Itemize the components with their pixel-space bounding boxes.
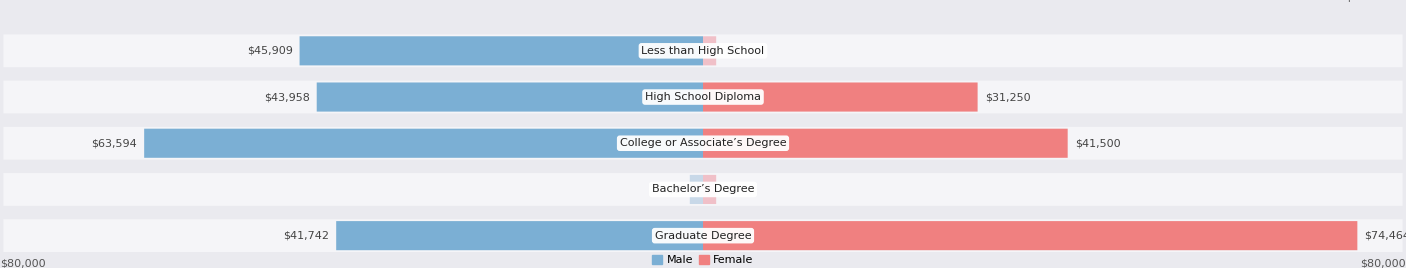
FancyBboxPatch shape xyxy=(316,83,703,111)
Text: $41,500: $41,500 xyxy=(1074,138,1121,148)
Text: $80,000: $80,000 xyxy=(1361,258,1406,268)
FancyBboxPatch shape xyxy=(703,83,977,111)
FancyBboxPatch shape xyxy=(3,173,1403,206)
Text: $0: $0 xyxy=(725,46,740,56)
FancyBboxPatch shape xyxy=(145,129,703,158)
Text: $0: $0 xyxy=(725,184,740,195)
Legend: Male, Female: Male, Female xyxy=(652,255,754,265)
FancyBboxPatch shape xyxy=(336,221,703,250)
FancyBboxPatch shape xyxy=(690,175,703,204)
Text: $80,000: $80,000 xyxy=(0,258,45,268)
Text: $0: $0 xyxy=(666,184,681,195)
FancyBboxPatch shape xyxy=(703,129,1067,158)
Text: Source: ZipAtlas.com: Source: ZipAtlas.com xyxy=(1295,0,1406,2)
FancyBboxPatch shape xyxy=(3,127,1403,160)
Text: $45,909: $45,909 xyxy=(246,46,292,56)
Text: Less than High School: Less than High School xyxy=(641,46,765,56)
Text: High School Diploma: High School Diploma xyxy=(645,92,761,102)
Text: $31,250: $31,250 xyxy=(984,92,1031,102)
FancyBboxPatch shape xyxy=(3,34,1403,67)
FancyBboxPatch shape xyxy=(703,221,1357,250)
Text: College or Associate’s Degree: College or Associate’s Degree xyxy=(620,138,786,148)
Text: Graduate Degree: Graduate Degree xyxy=(655,231,751,241)
Text: $41,742: $41,742 xyxy=(283,231,329,241)
Text: $74,464: $74,464 xyxy=(1364,231,1406,241)
Text: $43,958: $43,958 xyxy=(264,92,309,102)
FancyBboxPatch shape xyxy=(3,219,1403,252)
FancyBboxPatch shape xyxy=(703,36,716,65)
Text: EARNINGS BY SEX BY EDUCATIONAL ATTAINMENT IN STAR LAKE: EARNINGS BY SEX BY EDUCATIONAL ATTAINMEN… xyxy=(0,0,419,2)
Text: Bachelor’s Degree: Bachelor’s Degree xyxy=(652,184,754,195)
FancyBboxPatch shape xyxy=(3,81,1403,113)
FancyBboxPatch shape xyxy=(299,36,703,65)
FancyBboxPatch shape xyxy=(703,175,716,204)
Text: $63,594: $63,594 xyxy=(91,138,138,148)
